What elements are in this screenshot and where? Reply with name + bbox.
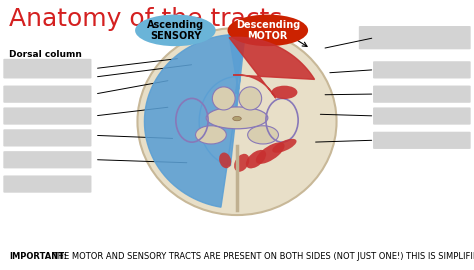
Text: Descending
MOTOR: Descending MOTOR xyxy=(236,19,300,41)
Polygon shape xyxy=(229,37,315,98)
FancyBboxPatch shape xyxy=(3,86,91,103)
Text: Anatomy of the tracts: Anatomy of the tracts xyxy=(9,7,283,31)
FancyBboxPatch shape xyxy=(3,59,91,79)
FancyBboxPatch shape xyxy=(373,132,471,149)
Text: Ascending
SENSORY: Ascending SENSORY xyxy=(147,19,204,41)
Ellipse shape xyxy=(219,153,231,168)
Ellipse shape xyxy=(228,15,308,46)
FancyBboxPatch shape xyxy=(3,129,91,147)
Circle shape xyxy=(233,116,241,121)
Ellipse shape xyxy=(137,28,337,215)
Ellipse shape xyxy=(246,150,266,168)
FancyBboxPatch shape xyxy=(3,107,91,125)
FancyBboxPatch shape xyxy=(3,176,91,193)
Ellipse shape xyxy=(195,126,227,144)
Polygon shape xyxy=(145,35,245,207)
Ellipse shape xyxy=(234,154,249,172)
Text: Dorsal column: Dorsal column xyxy=(9,50,82,59)
Ellipse shape xyxy=(212,87,235,110)
Polygon shape xyxy=(229,35,245,93)
Ellipse shape xyxy=(272,139,297,153)
FancyBboxPatch shape xyxy=(373,86,471,103)
FancyBboxPatch shape xyxy=(359,26,471,49)
Ellipse shape xyxy=(248,126,279,144)
Ellipse shape xyxy=(135,15,216,46)
Ellipse shape xyxy=(271,86,298,99)
Text: THE MOTOR AND SENSORY TRACTS ARE PRESENT ON BOTH SIDES (NOT JUST ONE!) THIS IS S: THE MOTOR AND SENSORY TRACTS ARE PRESENT… xyxy=(50,252,474,261)
Ellipse shape xyxy=(256,142,284,164)
FancyBboxPatch shape xyxy=(373,107,471,125)
Ellipse shape xyxy=(239,87,262,110)
Ellipse shape xyxy=(206,107,268,129)
Text: IMPORTANT:: IMPORTANT: xyxy=(9,252,67,261)
FancyBboxPatch shape xyxy=(373,61,471,79)
FancyBboxPatch shape xyxy=(3,151,91,168)
